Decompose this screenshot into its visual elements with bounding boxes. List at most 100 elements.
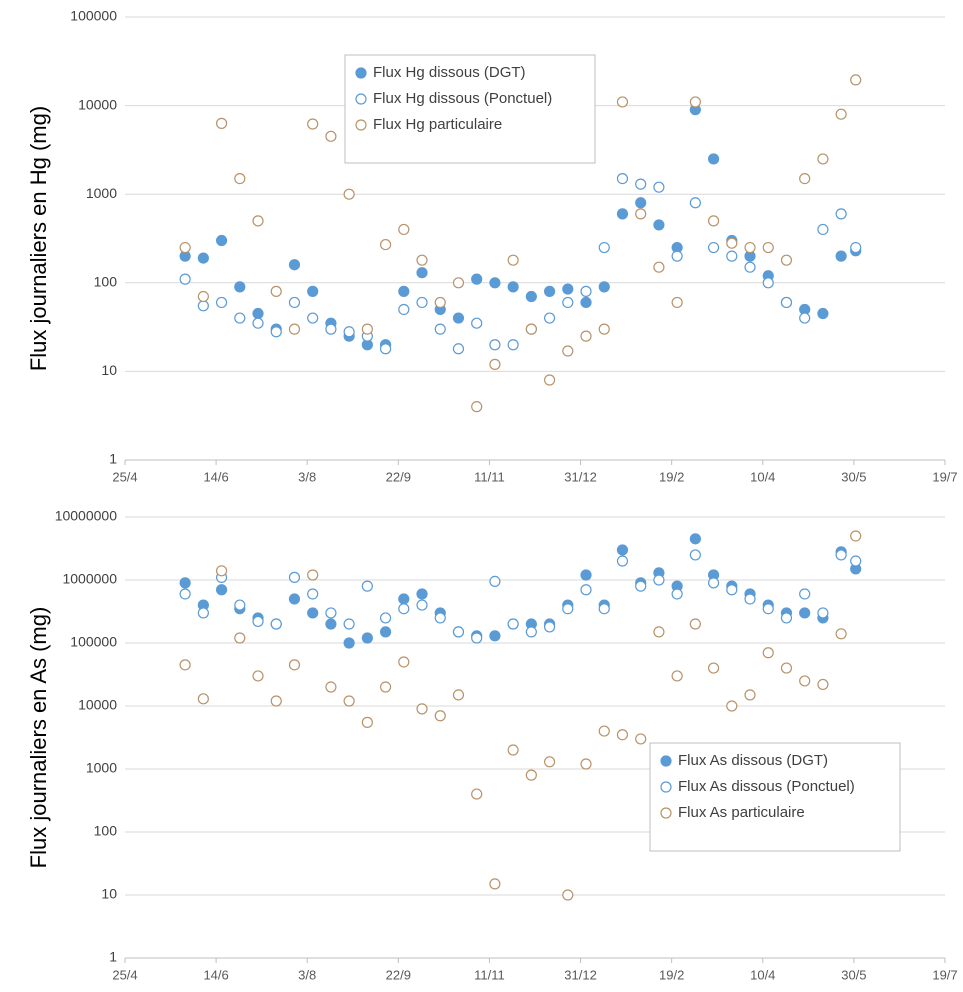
data-point: [507, 744, 519, 756]
x-tick-label: 22/9: [386, 469, 411, 484]
data-point: [707, 153, 720, 165]
data-point: [489, 630, 501, 642]
data-point: [580, 584, 592, 596]
data-point: [780, 254, 793, 266]
legend-box: [649, 742, 901, 852]
x-tick-label: 19/7: [932, 967, 957, 982]
legend-label: Flux Hg particulaire: [373, 116, 502, 133]
data-point: [562, 603, 574, 615]
data-point: [799, 312, 811, 324]
y-tick-label: 10: [101, 362, 117, 378]
data-point: [234, 172, 246, 185]
data-point: [361, 716, 373, 728]
x-tick-label: 3/8: [298, 469, 316, 484]
y-tick-label: 100000: [70, 8, 117, 24]
data-point: [416, 599, 428, 611]
data-point: [325, 323, 337, 335]
data-point: [580, 330, 592, 342]
data-point: [234, 281, 246, 293]
data-point: [234, 599, 246, 611]
data-point: [562, 889, 574, 901]
data-point: [616, 555, 629, 567]
data-point: [689, 96, 701, 108]
data-point: [835, 208, 847, 220]
x-tick-label: 10/4: [750, 469, 775, 484]
data-point: [361, 632, 373, 644]
y-axis-label: Flux journaliers en Hg (mg): [26, 106, 51, 371]
data-point: [197, 290, 209, 303]
data-point: [543, 756, 556, 768]
legend-label: Flux As dissous (DGT): [678, 752, 828, 769]
data-point: [653, 219, 665, 231]
y-tick-label: 1: [109, 451, 117, 467]
data-point: [707, 215, 720, 227]
data-point: [288, 296, 301, 309]
data-point: [580, 569, 592, 581]
legend-label: Flux As dissous (Ponctuel): [678, 778, 855, 795]
data-point: [452, 626, 465, 638]
data-point: [543, 621, 556, 633]
data-point: [799, 675, 811, 687]
y-tick-label: 1000: [86, 760, 117, 776]
data-point: [580, 758, 592, 770]
data-point: [179, 659, 191, 671]
legend-label: Flux As particulaire: [678, 804, 805, 821]
x-tick-label: 19/7: [932, 469, 957, 484]
data-point: [489, 277, 501, 289]
data-point: [252, 317, 264, 329]
data-point: [835, 628, 847, 640]
data-point: [543, 285, 556, 297]
data-point: [307, 607, 319, 619]
data-point: [343, 326, 355, 338]
data-point: [434, 296, 446, 309]
data-point: [343, 695, 355, 707]
data-point: [817, 307, 829, 320]
x-tick-label: 11/11: [474, 967, 505, 982]
data-point: [288, 659, 301, 671]
data-point: [726, 250, 738, 262]
x-tick-label: 31/12: [564, 967, 597, 982]
data-point: [817, 607, 829, 619]
y-tick-label: 100000: [70, 634, 117, 650]
data-point: [398, 593, 410, 605]
data-point: [325, 130, 337, 142]
data-point: [270, 285, 282, 297]
data-point: [671, 296, 683, 309]
data-point: [543, 312, 556, 324]
x-tick-label: 25/4: [112, 469, 137, 484]
data-point: [689, 197, 701, 209]
data-point: [744, 593, 756, 605]
data-point: [416, 296, 428, 309]
data-point: [598, 603, 610, 615]
y-tick-label: 10000: [78, 697, 117, 713]
data-point: [507, 618, 519, 630]
data-point: [580, 296, 592, 309]
x-tick-label: 10/4: [750, 967, 775, 982]
data-point: [215, 117, 228, 129]
data-point: [707, 577, 720, 589]
data-point: [379, 681, 392, 693]
data-point: [215, 296, 228, 309]
data-point: [270, 326, 282, 338]
data-point: [525, 769, 537, 781]
legend-label: Flux Hg dissous (Ponctuel): [373, 90, 552, 107]
data-point: [434, 612, 446, 624]
data-point: [525, 290, 537, 303]
y-tick-label: 10000000: [55, 508, 118, 524]
data-point: [616, 544, 629, 556]
x-tick-label: 30/5: [841, 967, 866, 982]
y-axis-label: Flux journaliers en As (mg): [26, 607, 51, 869]
data-point: [653, 626, 665, 638]
data-point: [307, 588, 319, 600]
data-point: [270, 618, 282, 630]
data-point: [635, 733, 647, 745]
legend-marker: [355, 119, 367, 131]
data-point: [598, 281, 610, 293]
data-point: [252, 307, 264, 320]
data-point: [799, 588, 811, 600]
data-point: [325, 607, 337, 619]
data-point: [726, 237, 738, 249]
data-point: [307, 312, 319, 324]
data-point: [452, 689, 465, 701]
data-point: [780, 612, 793, 624]
